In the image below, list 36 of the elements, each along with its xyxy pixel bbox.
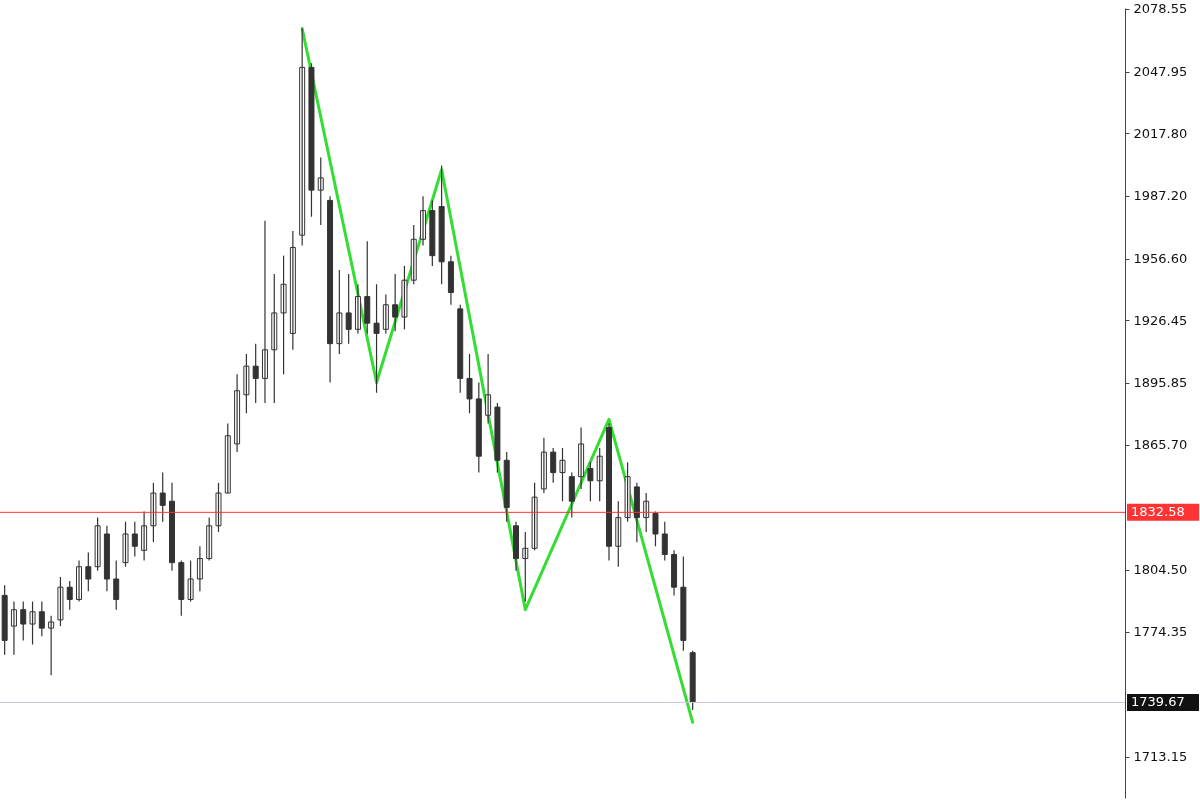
y-tick-label: 1895.85 [1133,375,1188,391]
candlestick [57,576,64,627]
candlestick [94,517,101,572]
candlestick [336,269,343,355]
candlestick [559,447,566,502]
ref-line-label: 1739.67 [1131,694,1185,710]
candlestick [215,482,222,533]
candlestick [624,461,631,523]
candlestick [150,482,157,543]
ref-line-label: 1832.58 [1131,504,1185,520]
y-tick-label: 1956.60 [1133,251,1188,267]
y-tick-label: 1804.50 [1133,562,1188,578]
candlestick [587,461,594,502]
candlestick [680,555,687,652]
candlestick [401,265,408,330]
candlestick [1,584,8,656]
y-tick-label: 1987.20 [1133,188,1188,204]
candlestick [280,255,287,375]
candlestick [243,353,250,414]
candlestick [308,62,315,218]
candlestick [187,559,194,603]
y-tick-label: 2017.80 [1133,125,1188,141]
candlestick [373,283,380,394]
candlestick [438,164,445,285]
y-tick-label: 1926.45 [1133,312,1188,328]
y-tick-label: 2078.55 [1133,1,1188,17]
candlestick [494,402,501,474]
y-tick-label: 1713.15 [1133,749,1188,765]
y-tick-label: 1865.70 [1133,437,1188,453]
y-tick-label: 1774.35 [1133,624,1188,640]
candlestick [466,353,473,414]
candlestick [652,510,659,547]
y-tick-label: 2047.95 [1133,64,1188,80]
candlestick [122,521,129,568]
candlestick [29,600,36,646]
candlestick [531,482,538,551]
